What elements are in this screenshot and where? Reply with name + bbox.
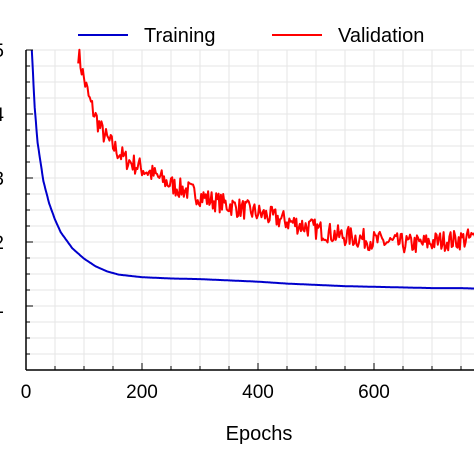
y-tick-label: 3 [0,169,4,190]
x-tick-label: 0 [21,382,32,403]
x-tick-label: 600 [358,382,390,403]
y-tick-label: 5 [0,41,4,62]
legend-label-validation: Validation [338,25,424,47]
x-tick-label: 400 [242,382,274,403]
series-line-validation [77,48,474,254]
y-tick-label: 2 [0,233,4,254]
grid [25,49,474,371]
y-tick-label: 4 [0,105,4,126]
legend: Training Validation [78,25,424,47]
series-line-training [30,49,474,290]
x-axis-title: Epochs [226,423,293,445]
ticks: 0 200 400 600 1 2 3 4 5 [0,41,462,403]
x-tick-label: 200 [126,382,158,403]
y-tick-label: 1 [0,297,4,318]
series-layer [30,48,474,290]
legend-label-training: Training [144,25,216,47]
